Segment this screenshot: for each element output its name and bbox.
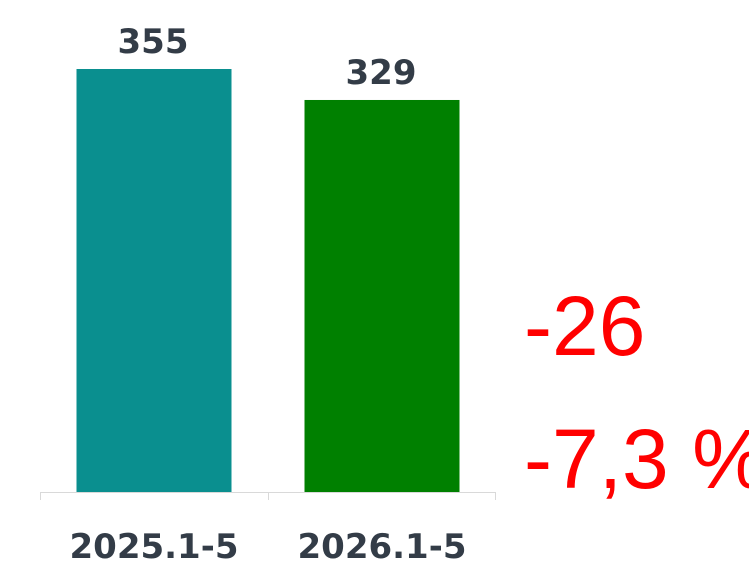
bar bbox=[304, 99, 460, 492]
x-tick-label: 2025.1-5 bbox=[70, 527, 239, 563]
value-label: 329 bbox=[346, 53, 417, 93]
annotation: -26 bbox=[524, 279, 645, 373]
bar bbox=[76, 69, 232, 492]
x-tick-label: 2026.1-5 bbox=[298, 527, 467, 563]
value-label: 355 bbox=[118, 22, 189, 62]
annotation: -7,3 % bbox=[524, 412, 749, 506]
